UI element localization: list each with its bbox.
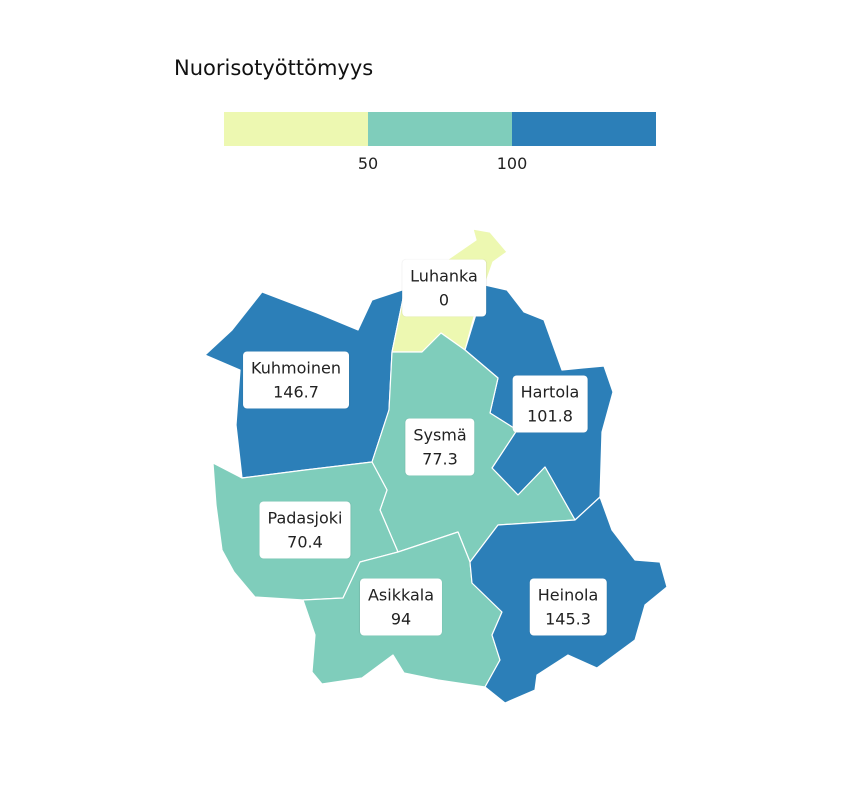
region-name: Asikkala: [367, 585, 435, 605]
legend-tick-50: 50: [357, 154, 379, 173]
legend-bin-mid: [368, 112, 512, 146]
label-luhanka: Luhanka 0: [402, 259, 486, 317]
region-value: 70.4: [287, 532, 323, 552]
legend-title: Nuorisotyöttömyys: [174, 56, 374, 80]
legend-bin-low: [224, 112, 368, 146]
region-value: 0: [438, 290, 450, 310]
label-asikkala: Asikkala 94: [359, 578, 443, 636]
region-name: Padasjoki: [267, 508, 343, 528]
region-value: 94: [390, 609, 412, 629]
region-name: Sysmä: [413, 425, 467, 445]
region-name: Kuhmoinen: [251, 358, 341, 378]
region-value: 145.3: [545, 609, 591, 629]
label-padasjoki: Padasjoki 70.4: [259, 501, 351, 559]
region-name: Hartola: [520, 382, 580, 402]
region-value: 77.3: [422, 449, 458, 469]
label-hartola: Hartola 101.8: [512, 375, 588, 433]
region-name: Luhanka: [410, 266, 478, 286]
label-sysma: Sysmä 77.3: [405, 418, 475, 476]
label-heinola: Heinola 145.3: [529, 578, 607, 636]
legend-tick-100: 100: [496, 154, 528, 173]
region-value: 146.7: [273, 382, 319, 402]
label-kuhmoinen: Kuhmoinen 146.7: [243, 351, 349, 409]
region-value: 101.8: [527, 406, 573, 426]
region-name: Heinola: [537, 585, 599, 605]
legend-bin-high: [512, 112, 656, 146]
